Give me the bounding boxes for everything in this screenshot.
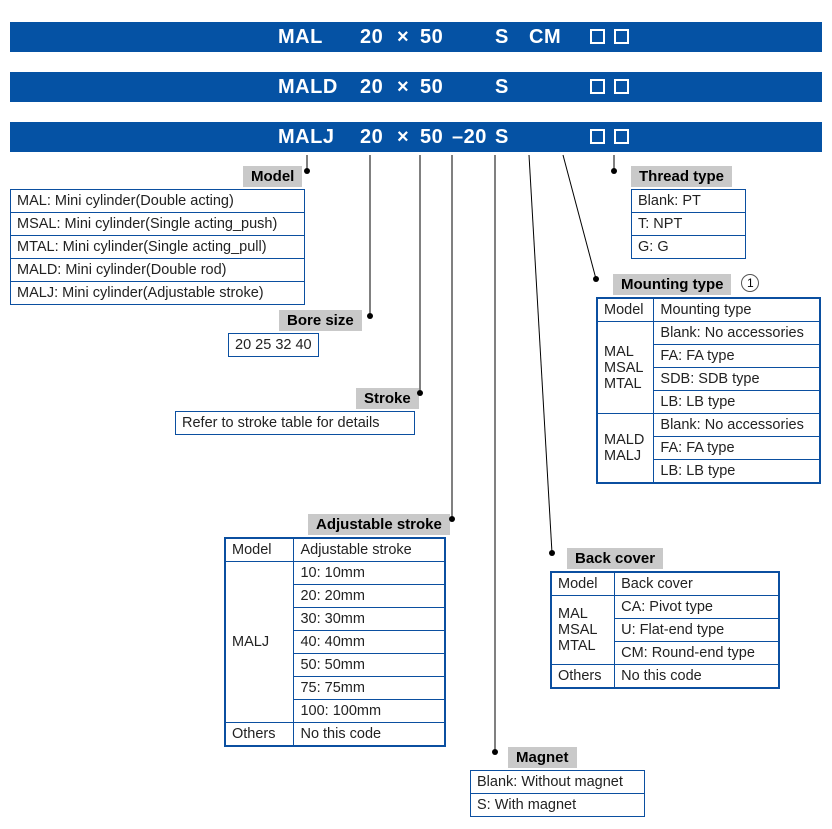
magnet-row: Blank: Without magnet <box>471 771 644 793</box>
adj-val: 75: 75mm <box>294 677 445 700</box>
bc-val: CM: Round-end type <box>615 642 779 665</box>
bc-others-val: No this code <box>615 665 779 688</box>
model-row: MSAL: Mini cylinder(Single acting_push) <box>11 212 304 235</box>
adj-others: Others <box>226 723 294 746</box>
code-banner-mald: MALD20×50S <box>10 72 822 102</box>
thread-heading: Thread type <box>631 166 732 187</box>
thread-row: Blank: PT <box>632 190 745 212</box>
bc-val: CA: Pivot type <box>615 596 779 619</box>
bore-box: 20 25 32 40 <box>228 333 319 357</box>
backcover-heading: Back cover <box>567 548 663 569</box>
mounting-heading: Mounting type <box>613 274 731 295</box>
bore-heading: Bore size <box>279 310 362 331</box>
adj-header-model: Model <box>226 539 294 562</box>
mt-g2-label: MALD MALJ <box>598 414 654 483</box>
mt-val: SDB: SDB type <box>654 368 820 391</box>
mt-val: FA: FA type <box>654 345 820 368</box>
code-banner-mal: MAL20×50SCM <box>10 22 822 52</box>
bc-header-val: Back cover <box>615 573 779 596</box>
magnet-heading: Magnet <box>508 747 577 768</box>
model-row: MAL: Mini cylinder(Double acting) <box>11 190 304 212</box>
adj-malj-label: MALJ <box>226 562 294 723</box>
bc-others: Others <box>552 665 615 688</box>
magnet-box: Blank: Without magnet S: With magnet <box>470 770 645 817</box>
thread-box: Blank: PT T: NPT G: G <box>631 189 746 259</box>
adj-val: 10: 10mm <box>294 562 445 585</box>
adj-val: 100: 100mm <box>294 700 445 723</box>
model-row: MALD: Mini cylinder(Double rod) <box>11 258 304 281</box>
thread-row: T: NPT <box>632 212 745 235</box>
mt-val: FA: FA type <box>654 437 820 460</box>
mt-header-val: Mounting type <box>654 299 820 322</box>
adjustable-heading: Adjustable stroke <box>308 514 450 535</box>
adj-val: 50: 50mm <box>294 654 445 677</box>
model-box: MAL: Mini cylinder(Double acting) MSAL: … <box>10 189 305 305</box>
bc-header-model: Model <box>552 573 615 596</box>
code-banner-malj: MALJ20×50–20S <box>10 122 822 152</box>
adj-header-val: Adjustable stroke <box>294 539 445 562</box>
backcover-box: ModelBack cover MAL MSAL MTALCA: Pivot t… <box>550 571 780 689</box>
model-row: MALJ: Mini cylinder(Adjustable stroke) <box>11 281 304 304</box>
mt-val: LB: LB type <box>654 460 820 483</box>
adj-val: 30: 30mm <box>294 608 445 631</box>
mt-val: LB: LB type <box>654 391 820 414</box>
mt-val: Blank: No accessories <box>654 414 820 437</box>
mt-g1-label: MAL MSAL MTAL <box>598 322 654 414</box>
adj-val: 20: 20mm <box>294 585 445 608</box>
model-heading: Model <box>243 166 302 187</box>
mounting-box: ModelMounting type MAL MSAL MTALBlank: N… <box>596 297 821 484</box>
bc-val: U: Flat-end type <box>615 619 779 642</box>
model-row: MTAL: Mini cylinder(Single acting_pull) <box>11 235 304 258</box>
mt-header-model: Model <box>598 299 654 322</box>
bc-g1-label: MAL MSAL MTAL <box>552 596 615 665</box>
magnet-row: S: With magnet <box>471 793 644 816</box>
adjustable-box: ModelAdjustable stroke MALJ10: 10mm 20: … <box>224 537 446 747</box>
mounting-heading-wrap: Mounting type 1 <box>613 274 759 293</box>
adj-others-val: No this code <box>294 723 445 746</box>
adj-val: 40: 40mm <box>294 631 445 654</box>
thread-row: G: G <box>632 235 745 258</box>
mounting-annot: 1 <box>741 274 759 292</box>
stroke-heading: Stroke <box>356 388 419 409</box>
mt-val: Blank: No accessories <box>654 322 820 345</box>
stroke-box: Refer to stroke table for details <box>175 411 415 435</box>
